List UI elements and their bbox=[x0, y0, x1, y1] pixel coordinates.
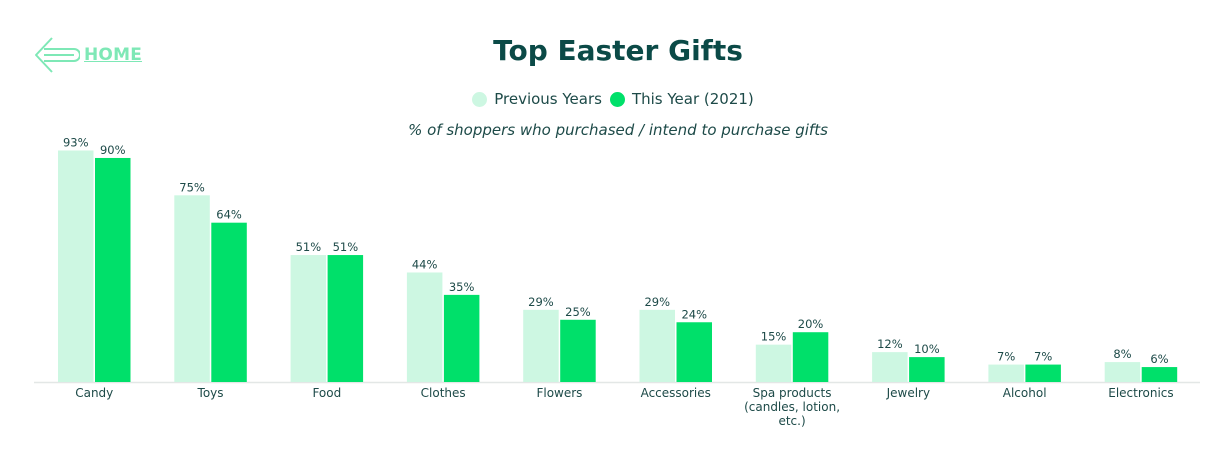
bar-current bbox=[443, 294, 480, 382]
x-tick-label: Spa products bbox=[753, 386, 832, 400]
bar-previous bbox=[1104, 362, 1141, 382]
x-tick-label: Electronics bbox=[1108, 386, 1173, 400]
bar-current bbox=[909, 357, 945, 382]
bar-current bbox=[1025, 364, 1061, 382]
home-label[interactable]: HOME bbox=[84, 45, 143, 65]
bar-current bbox=[211, 222, 247, 382]
arrow-left-icon bbox=[35, 37, 80, 73]
x-tick-label: Toys bbox=[197, 386, 224, 400]
x-tick-label: Jewelry bbox=[886, 386, 931, 400]
bar-previous bbox=[58, 150, 94, 382]
data-label-previous: 7% bbox=[997, 350, 1015, 364]
data-label-previous: 93% bbox=[63, 136, 89, 150]
legend-item-previous[interactable]: Previous Years bbox=[472, 90, 602, 108]
bar-previous bbox=[523, 309, 559, 382]
x-tick-label: etc.) bbox=[778, 414, 805, 428]
bar-current bbox=[676, 322, 712, 382]
data-label-current: 64% bbox=[216, 208, 242, 222]
data-label-current: 90% bbox=[100, 143, 126, 157]
data-label-previous: 29% bbox=[528, 295, 554, 309]
legend-swatch-current bbox=[609, 91, 625, 107]
bar-current bbox=[327, 255, 364, 382]
x-tick-label: Food bbox=[312, 386, 341, 400]
x-tick-label: Candy bbox=[75, 386, 113, 400]
x-tick-label: Flowers bbox=[536, 386, 582, 400]
chart-subtitle: % of shoppers who purchased / intend to … bbox=[408, 121, 828, 139]
data-label-previous: 75% bbox=[179, 180, 205, 194]
bar-previous bbox=[639, 309, 675, 382]
bar-current bbox=[792, 332, 829, 382]
data-label-current: 6% bbox=[1150, 352, 1168, 366]
data-label-previous: 15% bbox=[761, 330, 787, 344]
legend-label-previous: Previous Years bbox=[494, 90, 602, 108]
home-link[interactable]: HOME bbox=[34, 36, 142, 74]
data-label-previous: 8% bbox=[1113, 347, 1131, 361]
data-label-previous: 12% bbox=[877, 337, 903, 351]
data-label-current: 51% bbox=[333, 240, 359, 254]
legend-label-current: This Year (2021) bbox=[631, 90, 754, 108]
bar-previous bbox=[988, 364, 1024, 382]
bar-previous bbox=[406, 272, 443, 382]
data-label-previous: 44% bbox=[412, 257, 438, 271]
chart-legend: Previous Years This Year (2021) bbox=[0, 90, 1222, 108]
data-label-previous: 51% bbox=[296, 240, 322, 254]
bar-previous bbox=[755, 344, 792, 382]
bar-current bbox=[1141, 367, 1178, 382]
legend-item-current[interactable]: This Year (2021) bbox=[609, 90, 754, 108]
x-tick-label: Clothes bbox=[421, 386, 466, 400]
chart-title: Top Easter Gifts bbox=[493, 34, 743, 67]
bar-current bbox=[95, 157, 131, 382]
data-label-current: 24% bbox=[681, 307, 707, 321]
data-label-current: 10% bbox=[914, 342, 940, 356]
data-label-previous: 29% bbox=[644, 295, 670, 309]
bar-previous bbox=[872, 352, 908, 382]
data-label-current: 20% bbox=[798, 317, 824, 331]
data-label-current: 35% bbox=[449, 280, 475, 294]
legend-swatch-previous bbox=[472, 91, 488, 107]
data-label-current: 25% bbox=[565, 305, 591, 319]
data-label-current: 7% bbox=[1034, 350, 1052, 364]
x-tick-label: (candles, lotion, bbox=[744, 400, 840, 414]
bar-current bbox=[560, 319, 596, 382]
bar-previous bbox=[290, 255, 327, 382]
x-tick-label: Alcohol bbox=[1003, 386, 1047, 400]
x-tick-label: Accessories bbox=[641, 386, 711, 400]
bar-previous bbox=[174, 195, 210, 382]
